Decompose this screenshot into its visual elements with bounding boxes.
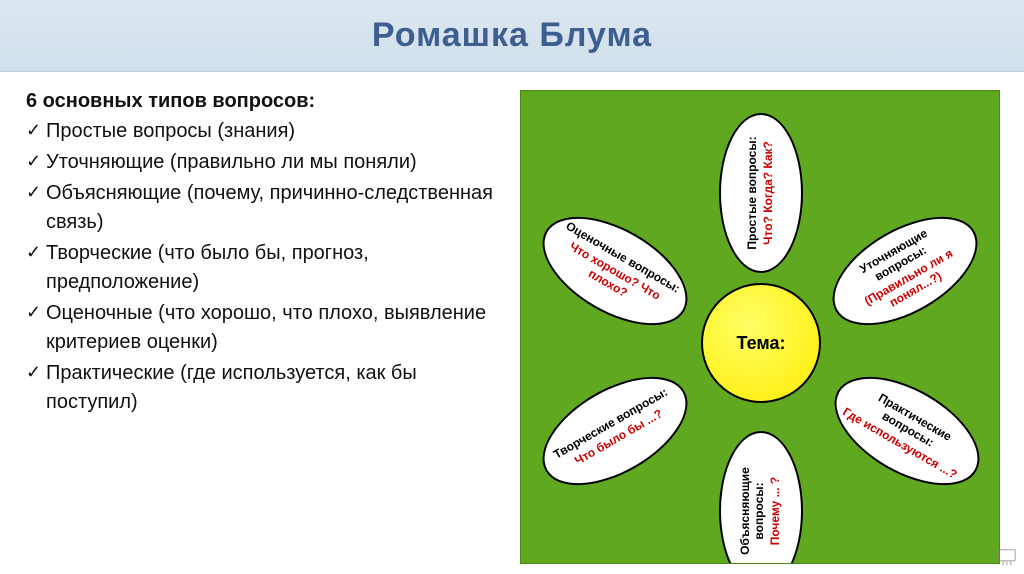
- list-item: Объясняющие (почему, причинно-следственн…: [26, 179, 510, 237]
- right-column: Простые вопросы: Что? Когда? Как? Уточня…: [520, 72, 1024, 574]
- title-bar: Ромашка Блума: [0, 0, 1024, 72]
- left-column: 6 основных типов вопросов: Простые вопро…: [0, 72, 520, 574]
- list-item: Творческие (что было бы, прогноз, предпо…: [26, 239, 510, 297]
- question-type-list: Простые вопросы (знания) Уточняющие (пра…: [26, 117, 510, 417]
- petal-question: Что? Когда? Как?: [762, 141, 776, 245]
- petal-explaining: Объясняющие вопросы: Почему ... ?: [719, 431, 803, 564]
- list-item: Уточняющие (правильно ли мы поняли): [26, 148, 510, 177]
- petal-question: Почему ... ?: [769, 477, 783, 546]
- list-item: Практические (где используется, как бы п…: [26, 359, 510, 417]
- petal-title: Объясняющие вопросы:: [739, 443, 767, 564]
- content: 6 основных типов вопросов: Простые вопро…: [0, 72, 1024, 574]
- center-topic: Тема:: [701, 283, 821, 403]
- slide: Ромашка Блума 6 основных типов вопросов:…: [0, 0, 1024, 574]
- subtitle: 6 основных типов вопросов:: [26, 90, 510, 113]
- list-item: Простые вопросы (знания): [26, 117, 510, 146]
- list-item: Оценочные (что хорошо, что плохо, выявле…: [26, 299, 510, 357]
- petal-title: Простые вопросы:: [746, 136, 760, 249]
- bloom-chamomile-diagram: Простые вопросы: Что? Когда? Как? Уточня…: [520, 90, 1000, 564]
- petal-evaluative: Оценочные вопросы: Что хорошо? Что плохо…: [525, 195, 706, 348]
- petal-clarifying: Уточняющие вопросы: (Правильно ли я поня…: [815, 195, 996, 348]
- petal-simple: Простые вопросы: Что? Когда? Как?: [719, 113, 803, 273]
- petal-practical: Практические вопросы: Где используются .…: [817, 355, 998, 508]
- petal-creative: Творческие вопросы: Что было бы ...?: [525, 355, 706, 508]
- page-title: Ромашка Блума: [372, 16, 652, 55]
- presenter-icon: [996, 546, 1018, 568]
